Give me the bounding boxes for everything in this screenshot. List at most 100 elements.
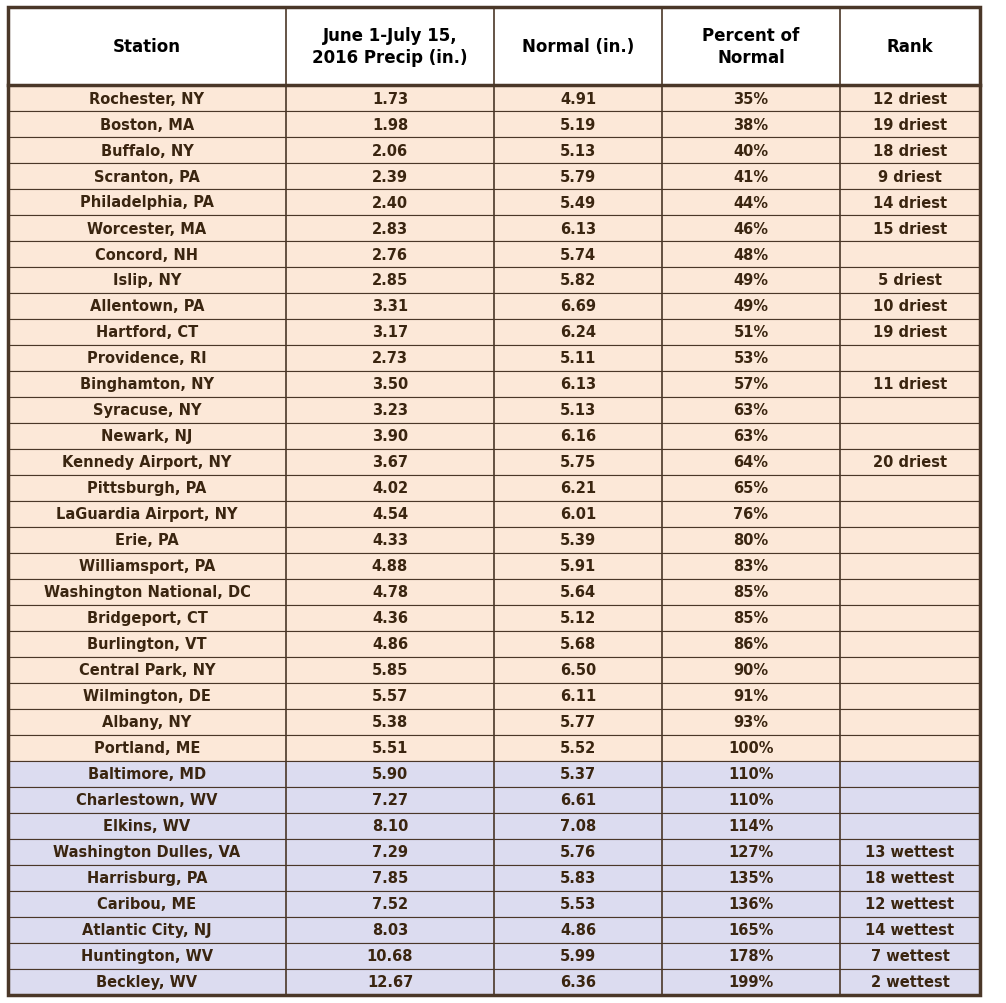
Text: 1.98: 1.98	[372, 117, 408, 132]
Text: 6.61: 6.61	[560, 792, 597, 807]
Bar	[8, 423, 980, 449]
Text: 7.52: 7.52	[372, 897, 408, 912]
Text: Burlington, VT: Burlington, VT	[88, 637, 207, 652]
Bar	[8, 475, 980, 502]
Text: 63%: 63%	[733, 429, 769, 444]
Text: 1.73: 1.73	[372, 91, 408, 106]
Text: 12 wettest: 12 wettest	[865, 897, 955, 912]
Text: 6.24: 6.24	[560, 325, 596, 340]
Text: 10.68: 10.68	[367, 949, 413, 964]
Text: 80%: 80%	[733, 533, 769, 548]
Text: 4.36: 4.36	[372, 611, 408, 626]
Text: 5.91: 5.91	[560, 559, 597, 574]
Bar	[8, 735, 980, 761]
Text: 2.40: 2.40	[372, 196, 408, 211]
Text: 4.88: 4.88	[372, 559, 408, 574]
Text: 6.11: 6.11	[560, 689, 597, 704]
Bar	[8, 372, 980, 397]
Text: 7.29: 7.29	[372, 845, 408, 860]
Bar	[8, 397, 980, 423]
Text: 57%: 57%	[733, 377, 769, 392]
Text: Huntington, WV: Huntington, WV	[80, 949, 213, 964]
Text: 110%: 110%	[728, 792, 774, 807]
Text: 48%: 48%	[733, 248, 769, 262]
Text: Allentown, PA: Allentown, PA	[90, 299, 204, 314]
Text: 41%: 41%	[733, 170, 769, 185]
Text: Williamsport, PA: Williamsport, PA	[78, 559, 215, 574]
Bar	[8, 787, 980, 813]
Bar	[8, 8, 980, 86]
Text: 5.49: 5.49	[560, 196, 597, 211]
Text: 110%: 110%	[728, 766, 774, 781]
Text: 5.37: 5.37	[560, 766, 597, 781]
Text: 15 driest: 15 driest	[873, 222, 947, 237]
Text: Boston, MA: Boston, MA	[100, 117, 194, 132]
Bar	[8, 320, 980, 346]
Text: 4.02: 4.02	[372, 481, 408, 496]
Text: 5.76: 5.76	[560, 845, 597, 860]
Text: 85%: 85%	[733, 611, 769, 626]
Text: 5.64: 5.64	[560, 585, 597, 600]
Text: Percent of
Normal: Percent of Normal	[702, 27, 800, 66]
Text: Newark, NJ: Newark, NJ	[102, 429, 193, 444]
Text: 5.19: 5.19	[560, 117, 597, 132]
Bar	[8, 917, 980, 943]
Text: 12 driest: 12 driest	[873, 91, 947, 106]
Bar	[8, 449, 980, 475]
Text: 2.73: 2.73	[372, 351, 408, 366]
Bar	[8, 580, 980, 606]
Text: 5.38: 5.38	[372, 715, 408, 730]
Text: 40%: 40%	[733, 143, 769, 158]
Text: Charlestown, WV: Charlestown, WV	[76, 792, 217, 807]
Text: Binghamton, NY: Binghamton, NY	[80, 377, 214, 392]
Bar	[8, 866, 980, 891]
Text: 127%: 127%	[728, 845, 774, 860]
Bar	[8, 761, 980, 787]
Text: 165%: 165%	[728, 923, 774, 938]
Text: 3.31: 3.31	[372, 299, 408, 314]
Text: 11 driest: 11 driest	[873, 377, 947, 392]
Text: Baltimore, MD: Baltimore, MD	[88, 766, 206, 781]
Bar	[8, 943, 980, 969]
Text: 51%: 51%	[733, 325, 769, 340]
Text: 13 wettest: 13 wettest	[865, 845, 955, 860]
Text: Wilmington, DE: Wilmington, DE	[83, 689, 211, 704]
Text: 6.13: 6.13	[560, 222, 597, 237]
Bar	[8, 86, 980, 112]
Text: 83%: 83%	[733, 559, 769, 574]
Text: 6.36: 6.36	[560, 975, 596, 990]
Text: 86%: 86%	[733, 637, 769, 652]
Text: 14 driest: 14 driest	[873, 196, 947, 211]
Text: 6.01: 6.01	[560, 507, 597, 522]
Bar	[8, 631, 980, 657]
Bar	[8, 190, 980, 216]
Text: 5.77: 5.77	[560, 715, 597, 730]
Text: 90%: 90%	[733, 663, 769, 678]
Text: 135%: 135%	[728, 871, 774, 886]
Text: Caribou, ME: Caribou, ME	[98, 897, 196, 912]
Bar	[8, 969, 980, 995]
Text: 19 driest: 19 driest	[873, 325, 947, 340]
Text: Worcester, MA: Worcester, MA	[88, 222, 206, 237]
Text: 5.79: 5.79	[560, 170, 597, 185]
Text: 76%: 76%	[733, 507, 769, 522]
Text: 6.21: 6.21	[560, 481, 597, 496]
Text: 3.23: 3.23	[372, 403, 408, 418]
Text: Kennedy Airport, NY: Kennedy Airport, NY	[62, 455, 231, 470]
Text: 2.06: 2.06	[372, 143, 408, 158]
Text: 49%: 49%	[733, 299, 769, 314]
Text: 18 driest: 18 driest	[873, 143, 947, 158]
Text: 4.54: 4.54	[372, 507, 408, 522]
Bar	[8, 216, 980, 242]
Text: Washington Dulles, VA: Washington Dulles, VA	[53, 845, 240, 860]
Text: 5.57: 5.57	[372, 689, 408, 704]
Bar	[8, 813, 980, 840]
Text: 5.53: 5.53	[560, 897, 597, 912]
Text: 19 driest: 19 driest	[873, 117, 947, 132]
Bar	[8, 528, 980, 554]
Text: Rochester, NY: Rochester, NY	[90, 91, 204, 106]
Text: 7.27: 7.27	[372, 792, 408, 807]
Text: Providence, RI: Providence, RI	[88, 351, 207, 366]
Text: Concord, NH: Concord, NH	[96, 248, 198, 262]
Text: 8.03: 8.03	[372, 923, 408, 938]
